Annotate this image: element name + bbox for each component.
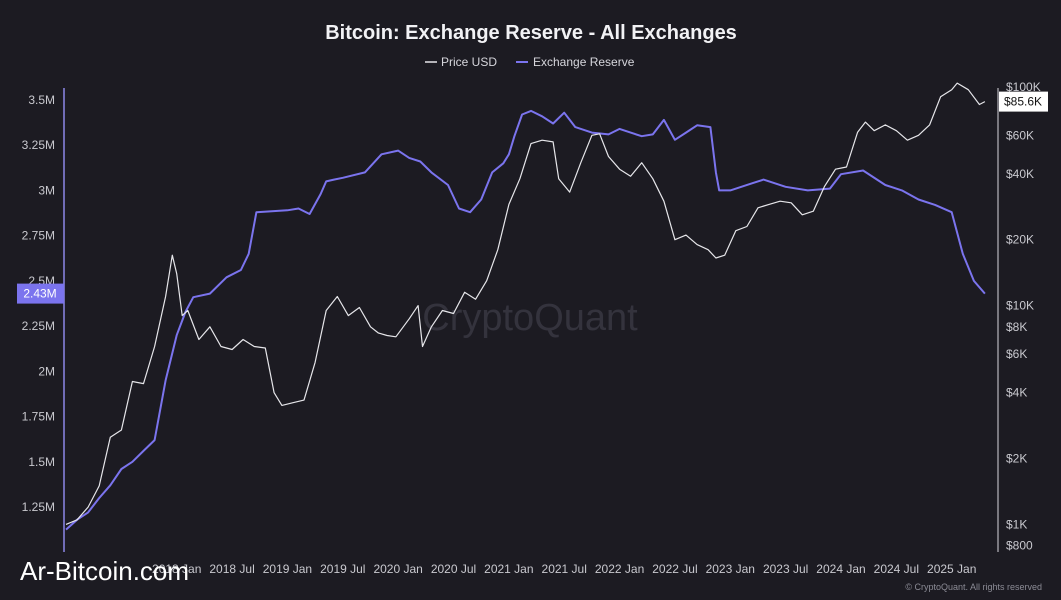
right-tick-label: $2K <box>1006 452 1027 466</box>
x-tick-label: 2021 Jul <box>542 562 587 576</box>
x-tick-label: 2021 Jan <box>484 562 533 576</box>
x-tick-label: 2020 Jul <box>431 562 476 576</box>
left-tick-label: 1.75M <box>22 410 55 424</box>
current-reserve-value: 2.43M <box>23 287 56 301</box>
x-tick-label: 2023 Jan <box>706 562 755 576</box>
x-tick-label: 2022 Jan <box>595 562 644 576</box>
legend[interactable]: Price USD Exchange Reserve <box>425 55 635 69</box>
series-line-exchange-reserve[interactable] <box>65 109 986 531</box>
right-tick-label: $20K <box>1006 233 1034 247</box>
x-tick-label: 2025 Jan <box>927 562 976 576</box>
left-axis-ticks: 1.25M1.5M1.75M2M2.25M2.5M2.75M3M3.25M3.5… <box>22 93 55 514</box>
legend-label-price[interactable]: Price USD <box>441 55 497 69</box>
left-tick-label: 2.25M <box>22 319 55 333</box>
right-tick-label: $40K <box>1006 167 1034 181</box>
right-tick-label: $100K <box>1006 80 1041 94</box>
right-tick-label: $800 <box>1006 539 1033 553</box>
copyright-notice: © CryptoQuant. All rights reserved <box>905 582 1042 592</box>
right-tick-label: $60K <box>1006 128 1034 142</box>
left-tick-label: 1.5M <box>28 455 55 469</box>
watermark: CryptoQuant <box>422 297 638 339</box>
x-tick-label: 2022 Jul <box>652 562 697 576</box>
right-tick-label: $8K <box>1006 320 1027 334</box>
right-tick-label: $1K <box>1006 517 1027 531</box>
current-reserve-badge-bg <box>17 283 64 304</box>
right-tick-label: $4K <box>1006 386 1027 400</box>
left-tick-label: 2M <box>38 364 55 378</box>
current-price-value: $85.6K <box>1004 95 1042 109</box>
left-tick-label: 3M <box>38 183 55 197</box>
chart-title: Bitcoin: Exchange Reserve - All Exchange… <box>325 22 737 44</box>
x-tick-label: 2024 Jul <box>874 562 919 576</box>
current-price-badge: $85.6K <box>999 91 1048 112</box>
x-tick-label: 2019 Jul <box>320 562 365 576</box>
x-axis-ticks: 2018 Jan 2018 Jul 2019 Jan 2019 Jul 2020 Jan… <box>152 562 976 576</box>
right-axis-ticks: $800 $1K $2K $4K $6K $8K $10K $20K $40K $60K $100K <box>1006 80 1041 553</box>
left-tick-label: 1.25M <box>22 500 55 514</box>
series-line-price-usd[interactable] <box>65 82 986 525</box>
x-tick-label: 2023 Jul <box>763 562 808 576</box>
site-brand: Ar-Bitcoin.com <box>20 556 189 586</box>
left-tick-label: 2.75M <box>22 229 55 243</box>
x-tick-label: 2018 Jan <box>152 562 201 576</box>
x-tick-label: 2020 Jan <box>373 562 422 576</box>
current-price-badge-bg <box>999 91 1048 112</box>
left-tick-label: 3.5M <box>28 93 55 107</box>
x-tick-label: 2024 Jan <box>816 562 865 576</box>
right-tick-label: $10K <box>1006 299 1034 313</box>
x-tick-label: 2018 Jul <box>209 562 254 576</box>
current-reserve-badge: 2.43M <box>17 283 64 304</box>
left-tick-label: 3.25M <box>22 138 55 152</box>
right-tick-label: $6K <box>1006 347 1027 361</box>
legend-label-reserve[interactable]: Exchange Reserve <box>533 55 635 69</box>
x-tick-label: 2019 Jan <box>263 562 312 576</box>
